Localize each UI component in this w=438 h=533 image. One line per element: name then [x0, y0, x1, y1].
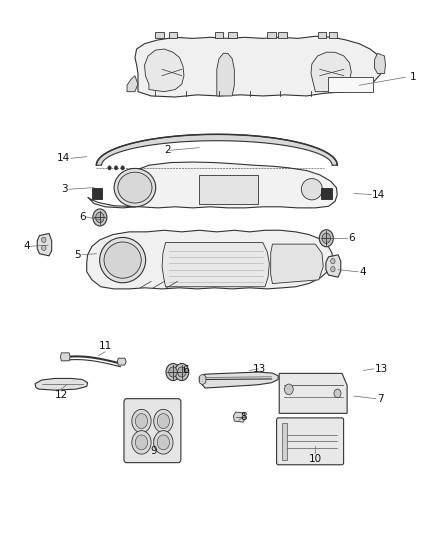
- Polygon shape: [279, 373, 347, 414]
- Text: 6: 6: [79, 212, 85, 222]
- Text: 13: 13: [374, 364, 388, 374]
- Polygon shape: [328, 32, 337, 38]
- Polygon shape: [271, 244, 323, 284]
- Circle shape: [177, 367, 186, 377]
- Polygon shape: [127, 76, 138, 92]
- Polygon shape: [278, 32, 287, 38]
- Polygon shape: [328, 77, 373, 92]
- Circle shape: [175, 364, 189, 381]
- Polygon shape: [228, 32, 237, 38]
- Circle shape: [132, 409, 151, 433]
- Text: 3: 3: [61, 184, 68, 194]
- Circle shape: [93, 209, 107, 226]
- Circle shape: [108, 166, 111, 170]
- Ellipse shape: [118, 172, 152, 203]
- Circle shape: [334, 389, 341, 398]
- Ellipse shape: [301, 179, 322, 200]
- Polygon shape: [35, 378, 88, 390]
- Polygon shape: [60, 353, 70, 361]
- Text: 4: 4: [23, 241, 30, 251]
- Text: 1: 1: [410, 72, 416, 82]
- Circle shape: [135, 435, 148, 450]
- Circle shape: [154, 431, 173, 454]
- Polygon shape: [92, 188, 102, 199]
- Circle shape: [157, 414, 170, 429]
- Circle shape: [114, 166, 118, 170]
- Polygon shape: [318, 32, 326, 38]
- Circle shape: [166, 364, 180, 381]
- Polygon shape: [37, 233, 52, 256]
- Polygon shape: [155, 32, 164, 38]
- Polygon shape: [374, 53, 385, 74]
- Text: 11: 11: [99, 341, 112, 351]
- Polygon shape: [326, 255, 341, 277]
- Circle shape: [132, 431, 151, 454]
- Polygon shape: [87, 230, 333, 289]
- Circle shape: [322, 233, 331, 244]
- Text: 7: 7: [377, 394, 383, 403]
- Ellipse shape: [99, 238, 145, 282]
- Polygon shape: [233, 412, 245, 422]
- Polygon shape: [199, 372, 278, 388]
- Polygon shape: [321, 188, 332, 199]
- Text: 10: 10: [309, 454, 322, 464]
- Circle shape: [331, 266, 335, 272]
- Ellipse shape: [104, 242, 141, 278]
- Text: 14: 14: [372, 190, 385, 199]
- Polygon shape: [88, 162, 337, 208]
- Polygon shape: [199, 374, 206, 385]
- Text: 12: 12: [55, 390, 68, 400]
- Polygon shape: [267, 32, 276, 38]
- Text: 9: 9: [150, 446, 157, 456]
- Polygon shape: [96, 134, 337, 165]
- Polygon shape: [199, 175, 258, 204]
- Polygon shape: [169, 32, 177, 38]
- Polygon shape: [135, 36, 382, 97]
- Polygon shape: [215, 32, 223, 38]
- Circle shape: [42, 245, 46, 251]
- Circle shape: [331, 259, 335, 264]
- Text: 6: 6: [348, 233, 355, 243]
- Text: 8: 8: [240, 412, 247, 422]
- Polygon shape: [117, 358, 126, 365]
- Text: 4: 4: [359, 267, 366, 277]
- Polygon shape: [145, 49, 184, 92]
- FancyBboxPatch shape: [277, 418, 343, 465]
- Text: 2: 2: [164, 146, 171, 155]
- Text: 13: 13: [253, 364, 266, 374]
- Polygon shape: [217, 53, 234, 96]
- Circle shape: [154, 409, 173, 433]
- Text: 5: 5: [74, 250, 81, 260]
- Circle shape: [42, 237, 46, 243]
- Ellipse shape: [114, 168, 156, 207]
- Circle shape: [121, 166, 124, 170]
- Polygon shape: [162, 243, 269, 287]
- Circle shape: [157, 435, 170, 450]
- Circle shape: [169, 367, 177, 377]
- Circle shape: [319, 230, 333, 247]
- Circle shape: [285, 384, 293, 394]
- FancyBboxPatch shape: [124, 399, 181, 463]
- Circle shape: [95, 212, 104, 223]
- Circle shape: [135, 414, 148, 429]
- Text: 14: 14: [57, 154, 70, 163]
- Polygon shape: [311, 52, 351, 92]
- Text: 6: 6: [182, 366, 188, 375]
- Polygon shape: [282, 423, 287, 460]
